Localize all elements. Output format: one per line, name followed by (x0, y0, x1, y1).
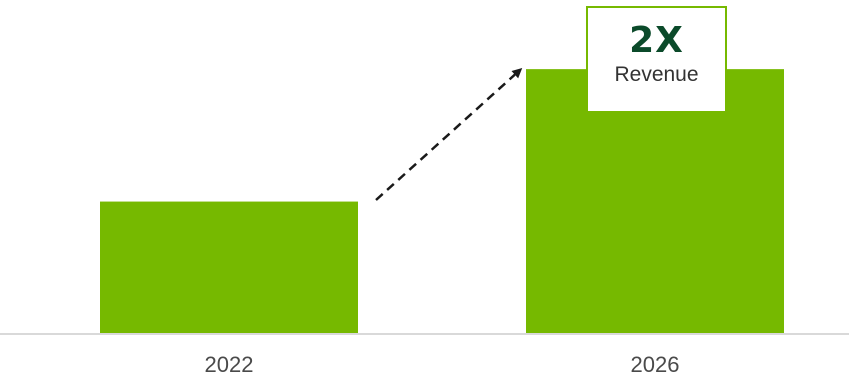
x-tick-label-2022: 2022 (205, 352, 254, 377)
callout-value: 2X (629, 20, 684, 61)
x-tick-label-2026: 2026 (631, 352, 680, 377)
bar-2022 (100, 201, 358, 334)
growth-arrow (375, 67, 523, 201)
bar-2026 (526, 69, 784, 334)
growth-callout: 2X Revenue (586, 6, 727, 113)
callout-label: Revenue (614, 63, 699, 86)
